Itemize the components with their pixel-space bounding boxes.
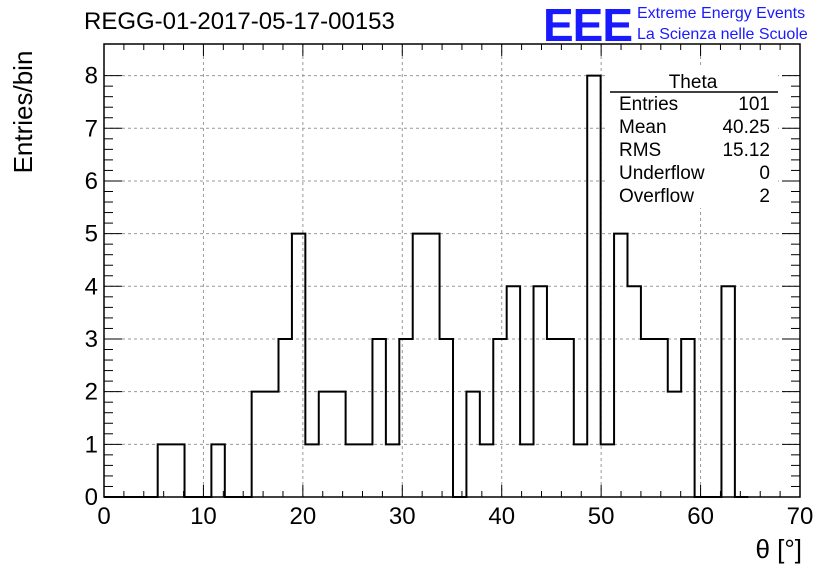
histogram-bin	[305, 444, 318, 497]
histogram-bin	[587, 76, 600, 497]
histogram-bin	[520, 444, 533, 497]
histogram-bin	[534, 286, 547, 497]
x-tick-label: 40	[488, 503, 515, 530]
histogram-bin	[426, 234, 439, 497]
stats-row-value: 40.25	[722, 117, 770, 138]
histogram-bin	[211, 444, 224, 497]
histogram-bin	[158, 444, 171, 497]
x-tick-label: 20	[290, 503, 317, 530]
stats-row-value: 0	[759, 163, 770, 184]
histogram-bin	[278, 339, 291, 497]
plot-frame	[103, 43, 801, 498]
histogram-bin	[171, 444, 184, 497]
x-tick-label: 10	[190, 503, 217, 530]
x-tick-label: 30	[389, 503, 416, 530]
chart-title: REGG-01-2017-05-17-00153	[84, 8, 395, 35]
x-tick-label: 0	[97, 503, 110, 530]
histogram-bin	[480, 444, 493, 497]
y-axis-label: Entries/bin	[8, 51, 38, 174]
histogram-bin	[614, 234, 627, 497]
eee-logo: EEE	[543, 0, 633, 51]
stats-row-label: RMS	[619, 140, 661, 161]
histogram-bin	[440, 339, 453, 497]
histogram-bin	[386, 444, 399, 497]
histogram-bin	[574, 444, 587, 497]
histogram-bin	[399, 339, 412, 497]
y-tick-label: 5	[85, 221, 98, 248]
logo-text-line2: La Scienza nelle Scuole	[637, 26, 808, 43]
axis-ticks	[103, 44, 801, 498]
histogram-bin	[601, 444, 614, 497]
stats-box-frame	[608, 66, 778, 208]
histogram-bin	[252, 392, 265, 497]
histogram-bin	[413, 234, 426, 497]
histogram-bin	[372, 339, 385, 497]
histogram-bin	[654, 339, 667, 497]
stats-box: Theta Entries 101 Mean 40.25 RMS 15.12 Underfl…	[608, 66, 778, 208]
y-tick-label: 3	[85, 326, 98, 353]
logo-text-line1: Extreme Energy Events	[637, 5, 806, 22]
histogram-bin	[346, 444, 359, 497]
histogram-bin	[319, 392, 332, 497]
histogram-bin	[668, 392, 681, 497]
y-tick-label: 1	[85, 431, 98, 458]
y-tick-label: 4	[85, 273, 98, 300]
stats-box-title: Theta	[669, 72, 718, 93]
y-tick-label: 8	[85, 63, 98, 90]
x-tick-label: 60	[687, 503, 714, 530]
stats-row-label: Mean	[619, 117, 667, 138]
histogram-bin	[265, 392, 278, 497]
histogram-bin	[359, 444, 372, 497]
stats-row-label: Entries	[619, 94, 678, 115]
stats-row-value: 15.12	[722, 140, 770, 161]
x-axis-label: θ [°]	[755, 534, 802, 564]
y-tick-label: 0	[85, 484, 98, 511]
stats-row-label: Underflow	[619, 163, 705, 184]
x-tick-label: 70	[787, 503, 814, 530]
stats-row-label: Overflow	[619, 186, 694, 207]
histogram-bin	[641, 339, 654, 497]
histogram-bin	[493, 339, 506, 497]
stats-row-value: 2	[759, 186, 770, 207]
y-tick-label: 6	[85, 168, 98, 195]
histogram-bin	[721, 286, 734, 497]
stats-row-value: 101	[738, 94, 770, 115]
histogram-bin	[627, 286, 640, 497]
histogram-bin	[681, 339, 694, 497]
histogram-bin	[560, 339, 573, 497]
y-tick-label: 7	[85, 115, 98, 142]
histogram-bin	[292, 234, 305, 497]
stats-rows: Entries 101 Mean 40.25 RMS 15.12 Underflow 0 Ove…	[619, 94, 770, 207]
histogram-bin	[507, 286, 520, 497]
histogram-bin	[466, 392, 479, 497]
histogram-bin	[332, 392, 345, 497]
histogram-bin	[547, 339, 560, 497]
y-tick-label: 2	[85, 379, 98, 406]
x-tick-label: 50	[588, 503, 615, 530]
